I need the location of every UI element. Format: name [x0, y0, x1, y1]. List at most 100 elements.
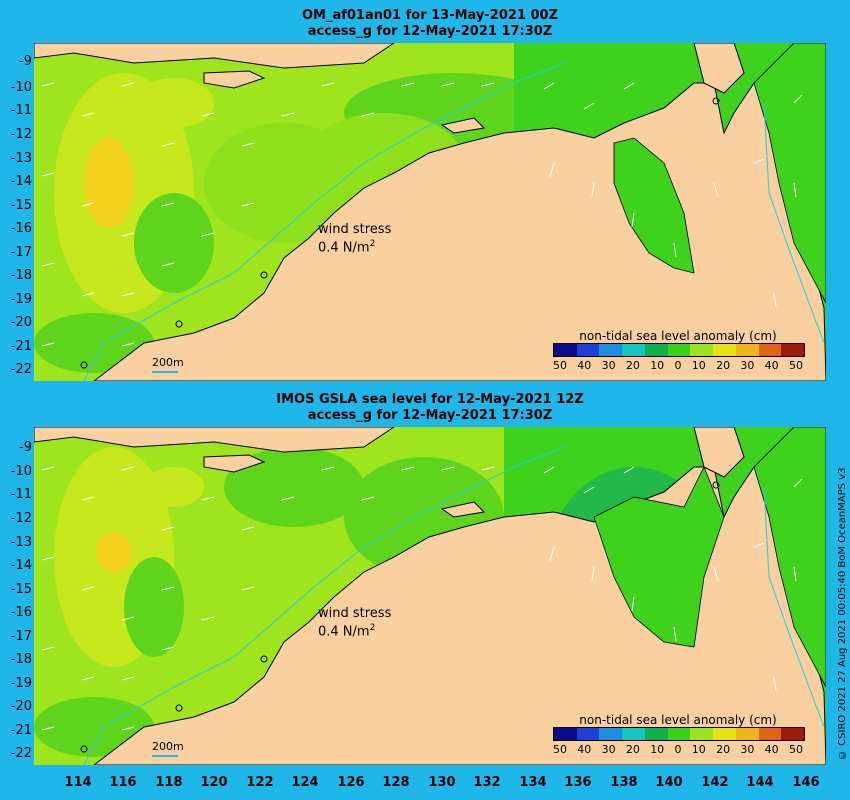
lat-label: -14: [10, 558, 32, 573]
lat-label: -12: [10, 511, 32, 526]
legend-swatch-6: [690, 728, 714, 740]
legend-tick: 30: [740, 359, 755, 372]
lon-label: 134: [519, 775, 547, 790]
panel2-wind-label-line1: wind stress: [318, 606, 392, 621]
legend-tick: 10: [650, 743, 665, 756]
lat-label: -9: [19, 54, 32, 69]
lat-label: -20: [10, 699, 32, 714]
panel2-legend-ticks: 50 40 30 20 10 0 10 20 30 40 50: [553, 743, 803, 756]
legend-swatch-0: [554, 344, 577, 356]
lat-label: -22: [10, 362, 32, 377]
lon-label: 130: [428, 775, 456, 790]
lat-label: -9: [19, 440, 32, 455]
panel2-wind-label-sup: 2: [369, 623, 376, 633]
legend-tick: 20: [625, 743, 640, 756]
panel1-wind-label-line2-wrap: 0.4 N/m2: [318, 237, 391, 255]
panel1-legend: non-tidal sea level anomaly (cm) 50 40 3…: [553, 329, 805, 372]
panel2-legend: non-tidal sea level anomaly (cm) 50 40 3…: [553, 713, 805, 756]
lon-label: 120: [200, 775, 228, 790]
lat-label: -22: [10, 746, 32, 761]
panel2-wind-label-line2: 0.4 N/m: [318, 624, 370, 640]
panel2-title: IMOS GSLA sea level for 12-May-2021 12Z …: [34, 392, 826, 424]
panel1-wind-label-line1: wind stress: [318, 222, 392, 237]
lon-label: 116: [109, 775, 137, 790]
lon-label: 124: [291, 775, 319, 790]
lon-label: 114: [64, 775, 92, 790]
legend-tick: 10: [691, 359, 706, 372]
lat-label: -18: [10, 652, 32, 667]
legend-swatch-3: [622, 728, 645, 740]
legend-tick: 30: [601, 743, 616, 756]
lat-label: -18: [10, 268, 32, 283]
lat-label: -19: [10, 292, 32, 307]
lat-label: -17: [10, 245, 32, 260]
legend-swatch-0: [554, 728, 577, 740]
lat-label: -11: [10, 103, 32, 118]
legend-tick: 10: [650, 359, 665, 372]
lon-label: 138: [610, 775, 638, 790]
lat-label: -14: [10, 174, 32, 189]
panel2-title-line1: IMOS GSLA sea level for 12-May-2021 12Z: [276, 392, 584, 407]
panel1-title-line1: OM_af01an01 for 13-May-2021 00Z: [301, 8, 559, 23]
lat-label: -21: [10, 339, 32, 354]
legend-swatch-8: [735, 728, 759, 740]
panel2-wind-stress-label: wind stress 0.4 N/m2: [318, 606, 391, 639]
lat-label: -15: [10, 198, 32, 213]
panel2-legend-colorbar: [553, 727, 805, 741]
legend-tick: 30: [601, 359, 616, 372]
panel2-wind-label-line2-wrap: 0.4 N/m2: [318, 621, 391, 639]
lat-label: -19: [10, 676, 32, 691]
panel1-scale-line: [152, 371, 178, 373]
panel2-scale-label: 200m: [152, 740, 184, 753]
legend-swatch-1: [576, 728, 600, 740]
legend-swatch-10: [781, 728, 805, 740]
legend-swatch-2: [599, 344, 623, 356]
legend-tick: 20: [625, 359, 640, 372]
panel2-title-line2: access_g for 12-May-2021 17:30Z: [307, 408, 553, 423]
panel1-map: [34, 43, 826, 381]
legend-swatch-9: [758, 728, 782, 740]
lon-label: 136: [564, 775, 592, 790]
lon-label: 142: [701, 775, 729, 790]
legend-swatch-3: [622, 344, 645, 356]
lat-label: -16: [10, 221, 32, 236]
lat-label: -21: [10, 723, 32, 738]
lon-label: 132: [473, 775, 501, 790]
legend-swatch-7: [713, 728, 736, 740]
panel1-legend-title: non-tidal sea level anomaly (cm): [579, 329, 777, 343]
lat-label: -10: [10, 80, 32, 95]
legend-tick: 20: [716, 359, 731, 372]
legend-tick: 50: [553, 743, 567, 756]
legend-tick: 50: [553, 359, 567, 372]
legend-swatch-8: [735, 344, 759, 356]
legend-tick: 30: [740, 743, 755, 756]
legend-swatch-5: [667, 728, 691, 740]
legend-swatch-1: [576, 344, 600, 356]
legend-swatch-7: [713, 344, 736, 356]
lat-label: -10: [10, 464, 32, 479]
legend-tick: 20: [716, 743, 731, 756]
panel1-wind-label-line2: 0.4 N/m: [318, 240, 370, 256]
lon-label: 140: [655, 775, 683, 790]
panel2-scale-200m: 200m: [152, 740, 184, 757]
legend-swatch-2: [599, 728, 623, 740]
legend-swatch-9: [758, 344, 782, 356]
panel1-title: OM_af01an01 for 13-May-2021 00Z access_g…: [34, 8, 826, 40]
lon-label: 126: [337, 775, 365, 790]
panel1-wind-stress-label: wind stress 0.4 N/m2: [318, 222, 391, 255]
panel1-wind-label-sup: 2: [369, 239, 376, 249]
lon-label: 118: [155, 775, 183, 790]
legend-swatch-5: [667, 344, 691, 356]
lat-label: -15: [10, 582, 32, 597]
panel2-map: [34, 427, 826, 765]
lat-label: -20: [10, 315, 32, 330]
legend-swatch-4: [644, 344, 668, 356]
panel1-legend-colorbar: [553, 343, 805, 357]
lat-label: -17: [10, 629, 32, 644]
wind-arrows: [41, 82, 803, 347]
lon-label: 122: [246, 775, 274, 790]
lat-label: -13: [10, 535, 32, 550]
legend-tick: 40: [577, 359, 592, 372]
lon-label: 128: [382, 775, 410, 790]
legend-tick: 10: [691, 743, 706, 756]
